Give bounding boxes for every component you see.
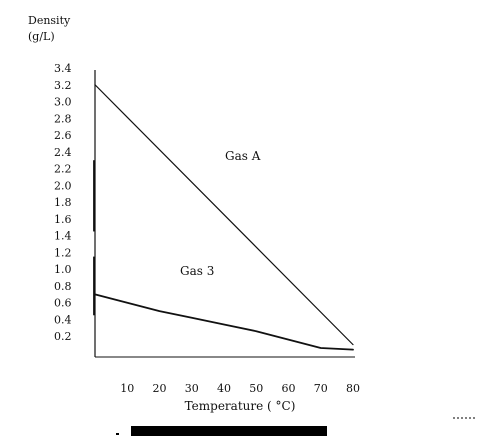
y-tick-label: 0.4 [54,313,72,326]
y-tick-label: 3.0 [54,96,72,109]
annotations-group: Gas A Gas 3 [180,149,261,278]
y-tick-label: 1.0 [54,263,72,276]
axes-group [94,70,355,357]
x-axis-label: Temperature ( °C) [185,399,296,413]
y-tick-label: 1.4 [54,230,72,243]
y-tick-label: 3.2 [54,79,72,92]
y-tick-label: 1.6 [54,213,72,226]
x-tick-label: 10 [120,382,134,395]
y-axis-label-line-1: Density [28,14,71,27]
series-label-gas-a: Gas A [225,149,261,163]
scan-bar-decoration [131,426,327,436]
x-tick-label: 60 [282,382,296,395]
y-tick-label: 2.6 [54,129,72,142]
series-label-gas-3: Gas 3 [180,264,214,278]
y-tick-label: 2.8 [54,112,72,125]
y-tick-label: 2.0 [54,179,72,192]
y-tick-label: 1.2 [54,246,72,259]
x-tick-label: 70 [314,382,328,395]
scan-dot-decoration [116,433,119,435]
series-group [95,85,353,350]
x-tick-label: 20 [153,382,167,395]
ticks-group: 0.2 0.4 0.6 0.8 1.0 1.2 1.4 1.6 1.8 2.0 2.2 2.4 2.6 2… [54,62,360,395]
y-tick-label: 3.4 [54,62,72,75]
series-line-2 [95,294,353,349]
y-tick-label: 0.8 [54,280,72,293]
x-tick-label: 50 [249,382,263,395]
y-tick-label: 0.2 [54,330,72,343]
y-tick-label: 1.8 [54,196,72,209]
x-tick-label: 30 [185,382,199,395]
series-line-1 [95,85,353,345]
y-tick-label: 0.6 [54,297,72,310]
x-tick-label: 40 [217,382,231,395]
y-axis-label-line-2: (g/L) [28,30,55,43]
y-tick-label: 2.4 [54,146,72,159]
y-axis-label-group: Density (g/L) [28,14,71,43]
x-tick-label: 80 [346,382,360,395]
y-tick-label: 2.2 [54,163,72,176]
